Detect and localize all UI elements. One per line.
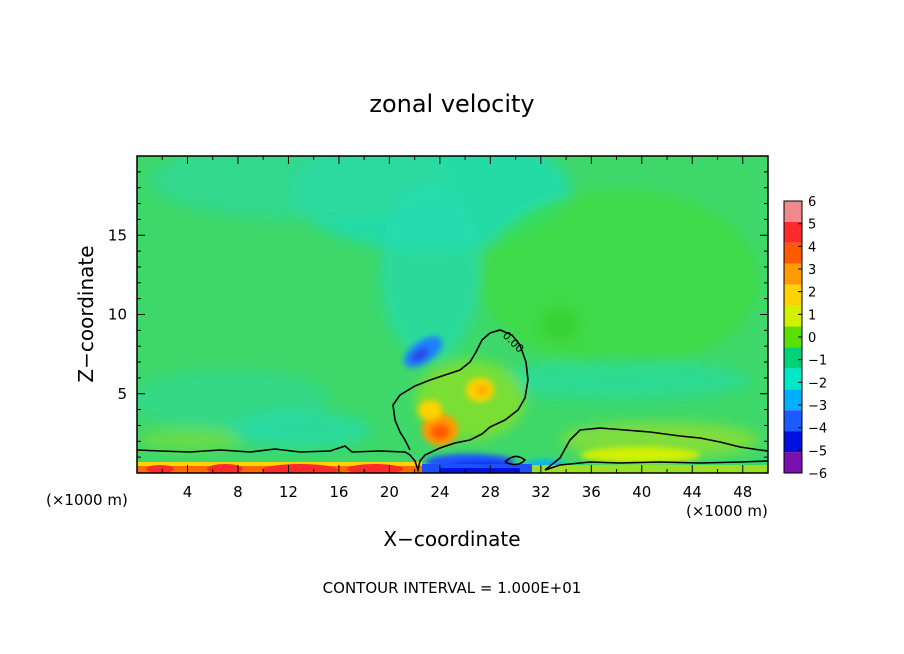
- colorbar: 6 5 4 3 2 1 0 −1 −2 −3 −4 −5 −6: [783, 195, 827, 482]
- colorbar-swatch: [784, 410, 802, 432]
- colorbar-swatch: [784, 221, 802, 243]
- colorbar-label: 2: [808, 286, 816, 301]
- x-tick-label: 4: [183, 483, 193, 501]
- colorbar-swatch: [784, 347, 802, 369]
- colorbar-label: −5: [808, 444, 827, 459]
- colorbar-swatch: [784, 305, 802, 327]
- x-tick-label: 48: [733, 483, 752, 501]
- x-tick-label: 12: [279, 483, 298, 501]
- x-tick-label: 28: [481, 483, 500, 501]
- x-tick-label: 40: [632, 483, 651, 501]
- contour-line-right: [544, 427, 768, 471]
- y-ticks: 5 10 15: [108, 171, 768, 458]
- colorbar-label: −1: [808, 354, 827, 369]
- x-tick-label: 44: [683, 483, 702, 501]
- x-tick-label: 24: [430, 483, 449, 501]
- x-unit-left: (×1000 m): [46, 491, 128, 509]
- contour-interval-footer: CONTOUR INTERVAL = 1.000E+01: [323, 579, 582, 597]
- colorbar-label: −4: [808, 422, 827, 437]
- y-tick-label: 10: [108, 306, 127, 324]
- y-tick-label: 15: [108, 226, 127, 244]
- colorbar-swatch: [784, 431, 802, 453]
- colorbar-swatch: [784, 389, 802, 411]
- colorbar-swatch: [784, 452, 802, 473]
- y-axis-label: Z−coordinate: [74, 245, 98, 382]
- colorbar-swatch: [784, 242, 802, 264]
- colorbar-swatch: [784, 326, 802, 348]
- colorbar-swatch: [784, 201, 802, 222]
- colorbar-label: 4: [808, 240, 816, 255]
- y-tick-label: 5: [117, 385, 127, 403]
- x-tick-label: 16: [329, 483, 348, 501]
- x-axis-label: X−coordinate: [383, 527, 520, 551]
- contour-line-small: [504, 455, 527, 466]
- colorbar-label: −6: [808, 467, 827, 482]
- colorbar-label: 1: [808, 308, 816, 323]
- velocity-field: [137, 156, 768, 473]
- x-tick-label: 20: [380, 483, 399, 501]
- x-tick-label: 8: [233, 483, 243, 501]
- x-unit-right: (×1000 m): [686, 502, 768, 520]
- chart-title: zonal velocity: [369, 90, 534, 118]
- colorbar-label: −3: [808, 399, 827, 414]
- colorbar-label: −2: [808, 376, 827, 391]
- colorbar-swatch: [784, 284, 802, 306]
- colorbar-swatch: [784, 263, 802, 285]
- x-tick-label: 32: [531, 483, 550, 501]
- colorbar-label: 5: [808, 218, 816, 233]
- colorbar-label: 0: [808, 331, 816, 346]
- colorbar-label: 6: [808, 195, 816, 210]
- x-ticks: 4 8 12 16 20 24 28 32 36 40 44 48: [161, 156, 752, 501]
- colorbar-label: 3: [808, 263, 816, 278]
- colorbar-swatch: [784, 368, 802, 390]
- x-tick-label: 36: [582, 483, 601, 501]
- contour-line-mountain: [137, 329, 529, 473]
- contour-line-right-low: [544, 460, 768, 471]
